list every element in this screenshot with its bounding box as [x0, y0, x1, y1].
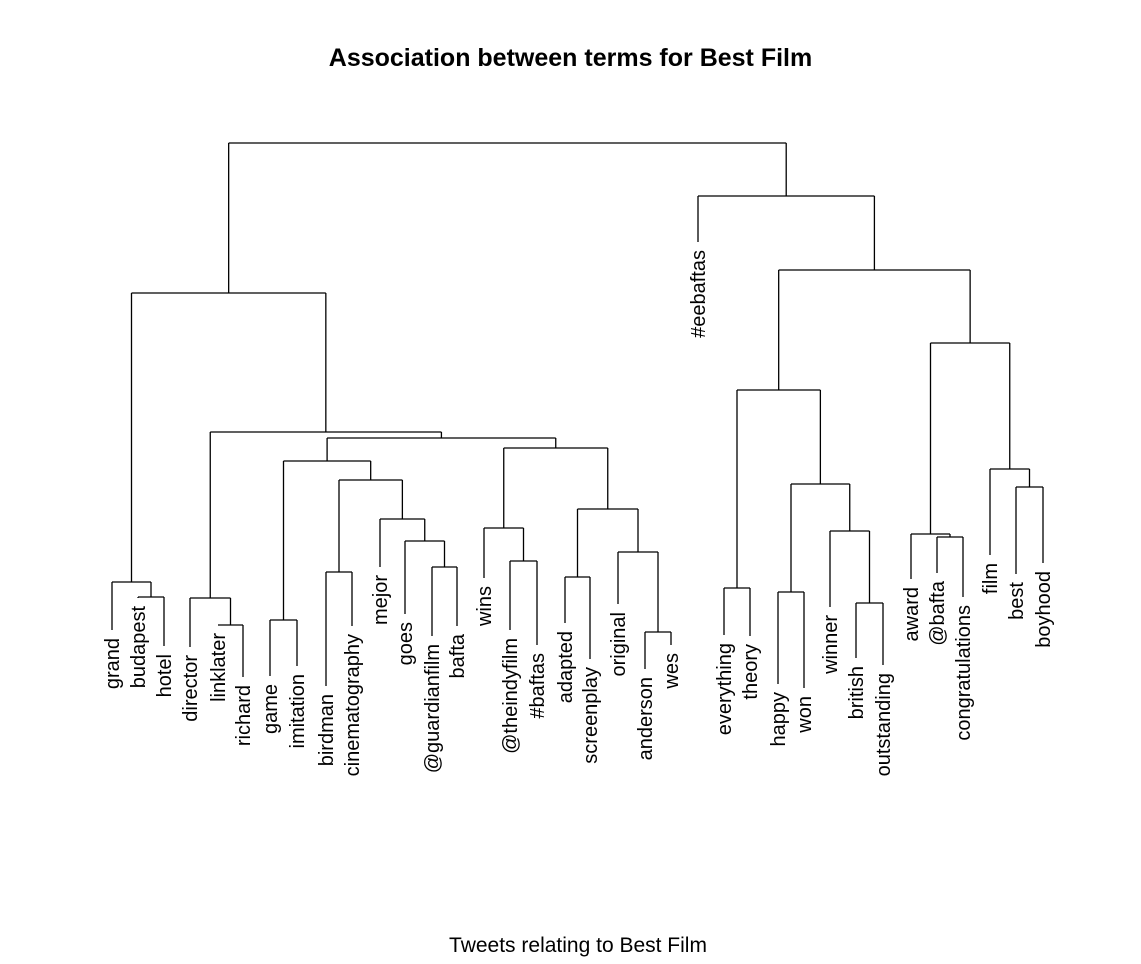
- leaf-label: screenplay: [580, 667, 602, 764]
- leaf-label: boyhood: [1033, 571, 1055, 648]
- leaf-label: film: [980, 563, 1002, 594]
- leaf-label: wes: [661, 653, 683, 690]
- leaf-label: director: [180, 655, 202, 722]
- leaf-label: budapest: [128, 606, 150, 689]
- leaf-label: award: [901, 587, 923, 641]
- leaf-label: imitation: [287, 674, 309, 748]
- leaf-label: birdman: [316, 694, 338, 766]
- leaf-label: hotel: [154, 654, 176, 697]
- leaf-label: grand: [102, 638, 124, 689]
- leaf-label: winner: [820, 615, 842, 675]
- leaf-label: outstanding: [873, 673, 895, 776]
- leaf-label: won: [794, 696, 816, 734]
- leaf-label: #baftas: [527, 653, 549, 719]
- leaf-label: british: [846, 666, 868, 719]
- leaf-label: #eebaftas: [688, 250, 710, 338]
- leaf-label: cinematography: [342, 634, 364, 776]
- leaf-label: happy: [768, 692, 790, 747]
- leaf-label: adapted: [555, 631, 577, 703]
- leaf-label: @guardianfilm: [422, 644, 444, 773]
- chart-title: Association between terms for Best Film: [328, 44, 813, 72]
- leaf-label: @theindyfilm: [500, 638, 522, 754]
- leaf-label: goes: [395, 622, 417, 665]
- leaf-label: game: [260, 684, 282, 734]
- leaf-label: wins: [474, 586, 496, 627]
- leaf-label: bafta: [447, 633, 469, 678]
- leaf-label: everything: [714, 643, 736, 735]
- leaf-label: mejor: [370, 575, 392, 625]
- leaf-label: best: [1006, 582, 1028, 620]
- leaf-label: anderson: [635, 677, 657, 760]
- leaf-label: theory: [740, 644, 762, 700]
- leaf-label: @bafta: [927, 580, 949, 646]
- leaf-label: original: [608, 612, 630, 676]
- leaf-label: richard: [233, 685, 255, 746]
- x-axis-label: Tweets relating to Best Film: [449, 934, 707, 957]
- leaf-label: congratulations: [953, 605, 975, 741]
- leaf-label: linklater: [208, 633, 230, 702]
